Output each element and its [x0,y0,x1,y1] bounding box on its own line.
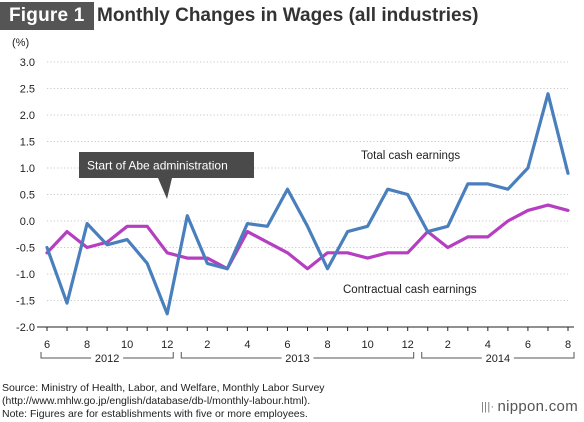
x-tick-label: 4 [244,339,250,351]
brand-logo: |||· nippon.com [481,398,578,415]
chart-footer: Source: Ministry of Health, Labor, and W… [2,382,462,421]
x-tick-label: 2 [445,339,451,351]
year-groups: 2012 2013 2014 [40,352,575,365]
year-label: 2014 [486,353,510,365]
annotations: Total cash earnings Contractual cash ear… [79,150,477,296]
year-label: 2012 [95,353,119,365]
chart-title: Monthly Changes in Wages (all industries… [97,5,479,26]
gridlines [37,61,574,328]
source-line-2: (http://www.mhlw.go.jp/english/database/… [2,395,311,407]
footnote: Note: Figures are for establishments wit… [2,408,308,420]
x-tick-label: 12 [402,339,414,351]
x-tick-label: 8 [324,339,330,351]
year-bracket-left [40,352,92,359]
figure-label: Figure 1 [0,2,94,30]
x-tick-label: 6 [44,339,50,351]
x-tick-label: 4 [485,339,491,351]
y-tick-label: -2.0 [16,322,35,334]
abe-callout: Start of Abe administration [79,152,254,199]
y-axis-ticks: 3.0 2.5 2.0 1.5 1.0 0.5 0.0 -0.5 -1.0 -1.5 -2.0 [16,57,35,334]
callout-pointer [158,178,172,199]
y-tick-label: 2.5 [20,84,35,96]
year-bracket-right [123,352,174,359]
y-tick-label: -1.0 [16,269,35,281]
year-bracket-right [513,352,575,359]
line-chart: (%) 3.0 2.5 2.0 1.5 1.0 0.5 0.0 -0.5 -1.0 -1.5 -2.… [12,37,575,365]
brand-name: nippon.com [497,398,578,415]
x-tick-label: 12 [161,339,173,351]
brand-mark-icon: |||· [481,401,495,413]
series-line-contractual-cash-earnings [45,203,570,271]
y-tick-label: 0.5 [20,190,35,202]
x-tick-label: 6 [525,339,531,351]
y-tick-label: 0.0 [20,216,35,228]
series-line-total-cash-earnings [45,92,570,316]
data-series [45,92,570,316]
callout-box [79,152,254,178]
x-tick-label: 10 [361,339,373,351]
x-tick-label: 2 [204,339,210,351]
y-axis-unit-label: (%) [12,37,29,49]
y-tick-label: -1.5 [16,296,35,308]
y-tick-label: 2.0 [20,110,35,122]
source-line-1: Source: Ministry of Health, Labor, and W… [2,382,325,394]
series-label-contractual-cash-earnings: Contractual cash earnings [343,284,477,296]
x-tick-label: 8 [565,339,571,351]
x-tick-label: 6 [284,339,290,351]
year-bracket-right [313,352,415,359]
callout-text: Start of Abe administration [87,159,228,173]
y-tick-label: 1.0 [20,163,35,175]
year-bracket-left [421,352,482,359]
y-tick-label: -0.5 [16,243,35,255]
series-label-total-cash-earnings: Total cash earnings [361,150,460,162]
year-label: 2013 [285,353,309,365]
x-axis-ticks: 6 8 10 12 2 4 6 8 10 12 2 4 6 8 [44,327,571,351]
y-tick-label: 3.0 [20,57,35,69]
year-bracket-left [180,352,282,359]
x-tick-label: 10 [121,339,133,351]
y-tick-label: 1.5 [20,137,35,149]
chart-header: Figure 1 Monthly Changes in Wages (all i… [0,0,584,32]
x-tick-label: 8 [84,339,90,351]
